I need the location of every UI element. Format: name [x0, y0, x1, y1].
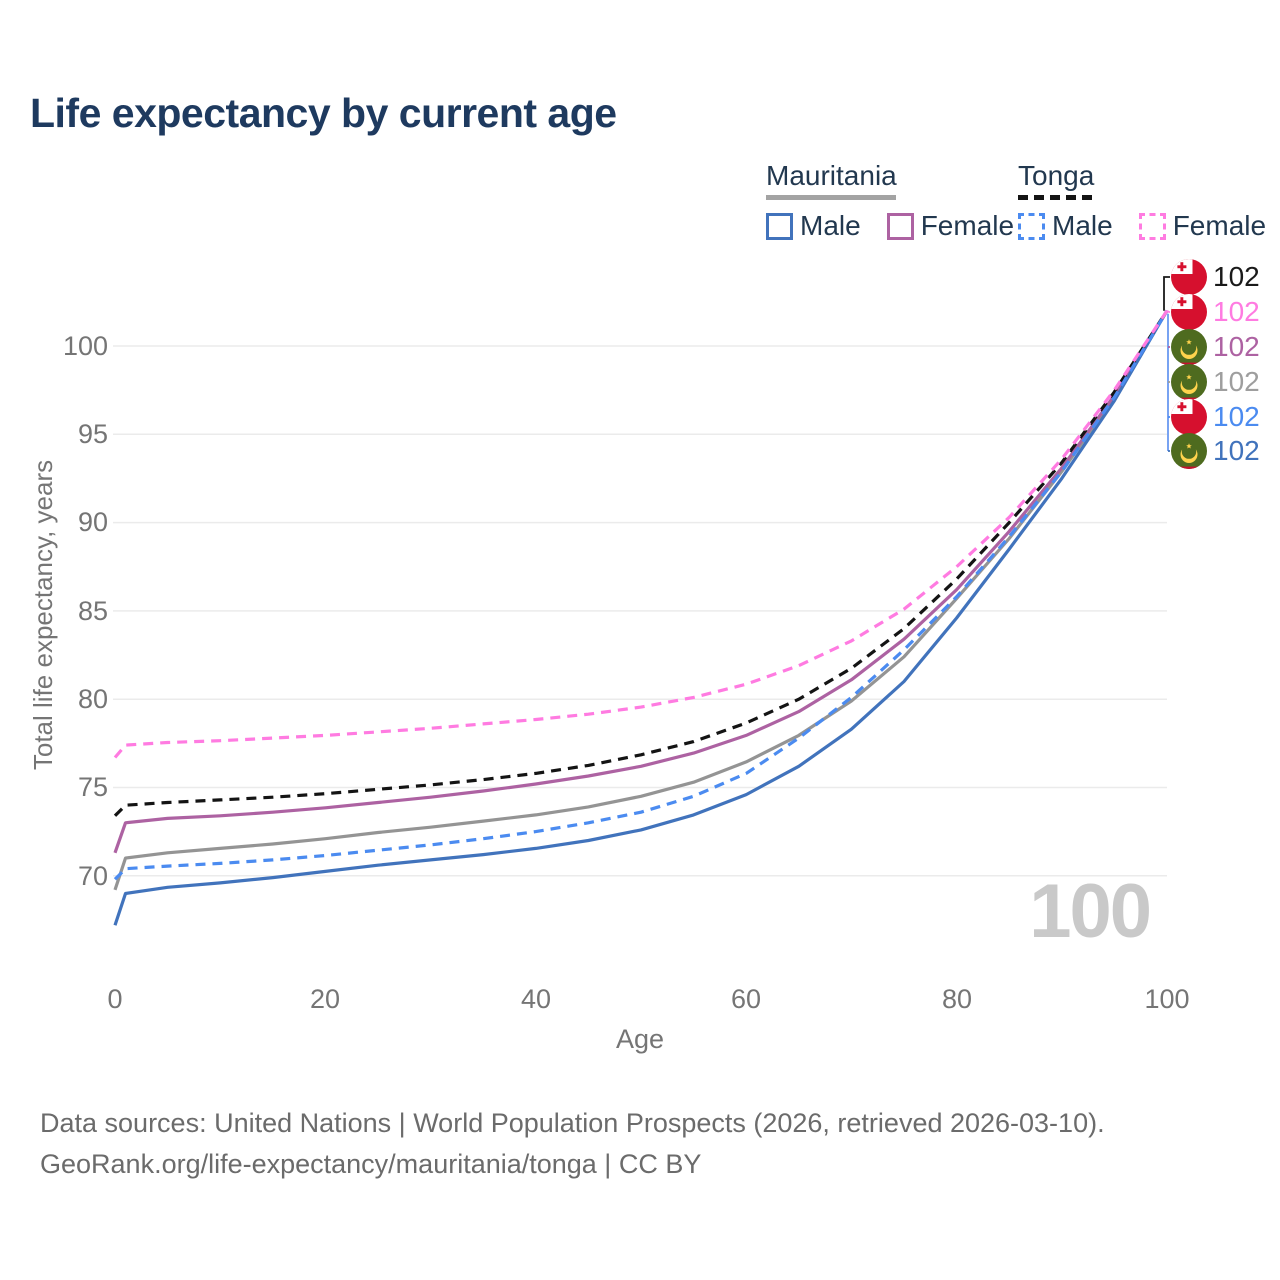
end-label-tonga-male: 102: [1171, 399, 1280, 435]
end-value: 102: [1213, 435, 1260, 466]
age-watermark: 100: [1029, 869, 1152, 954]
series-line-mauritania_female: [113, 309, 1169, 854]
mauritania-flag-icon: [1171, 364, 1207, 400]
end-label-tonga-female: 102: [1171, 294, 1280, 330]
series-line-tonga_male: [113, 309, 1169, 881]
end-value: 102: [1213, 401, 1260, 432]
y-tick-70: 70: [77, 861, 108, 891]
legend-country-mauritania: Mauritania: [766, 160, 897, 191]
tonga-male-swatch-icon: [1018, 212, 1045, 240]
y-tick-90: 90: [77, 507, 108, 537]
footer-data-sources: Data sources: United Nations | World Pop…: [40, 1108, 1105, 1138]
x-tick-40: 40: [520, 984, 552, 1014]
y-tick-85: 85: [77, 596, 108, 626]
end-label-tonga-total: 102: [1171, 259, 1280, 295]
series-line-mauritania_total: [113, 309, 1169, 891]
end-value: 102: [1213, 261, 1260, 292]
series-line-tonga_total: [113, 309, 1169, 817]
tonga-female-swatch-icon: [1138, 212, 1166, 240]
legend-label-mauritania-female: Female: [920, 210, 1015, 241]
footer-attribution: GeoRank.org/life-expectancy/mauritania/t…: [40, 1149, 702, 1179]
end-value: 102: [1213, 366, 1260, 397]
end-label-mauritania-male: 102: [1171, 433, 1280, 469]
mauritania-flag-icon: [1171, 433, 1207, 469]
y-tick-75: 75: [77, 772, 108, 802]
tonga-flag-icon: [1171, 259, 1207, 295]
legend-label-tonga-female: Female: [1172, 210, 1267, 241]
legend-underline-tonga-dashed: [1018, 195, 1092, 200]
legend-underline-mauritania-solid: [766, 195, 896, 200]
legend-item-tonga-female[interactable]: Female: [1138, 210, 1267, 242]
tonga-flag-icon: [1171, 399, 1207, 435]
end-value: 102: [1213, 331, 1260, 362]
legend-label-mauritania-male: Male: [800, 210, 861, 241]
series-line-mauritania_male: [113, 309, 1169, 926]
x-tick-60: 60: [730, 984, 762, 1014]
x-tick-0: 0: [107, 984, 123, 1014]
x-axis-title: Age: [615, 1024, 665, 1054]
end-label-mauritania-female: 102: [1171, 329, 1280, 365]
y-tick-100: 100: [62, 331, 108, 361]
legend-label-tonga-male: Male: [1052, 210, 1113, 241]
x-tick-20: 20: [309, 984, 341, 1014]
tonga-flag-icon: [1171, 294, 1207, 330]
legend-item-mauritania-female[interactable]: Female: [886, 210, 1015, 242]
legend-group-mauritania: Mauritania Male Female: [766, 160, 1040, 242]
legend-item-tonga-male[interactable]: Male: [1018, 210, 1113, 242]
page-title: Life expectancy by current age: [30, 90, 617, 136]
mauritania-male-swatch-icon: [766, 212, 793, 240]
y-tick-80: 80: [77, 684, 108, 714]
legend-item-mauritania-male[interactable]: Male: [766, 210, 861, 242]
end-label-mauritania-total: 102: [1171, 364, 1280, 400]
end-value: 102: [1213, 296, 1260, 327]
legend-country-tonga: Tonga: [1018, 160, 1095, 191]
x-tick-80: 80: [941, 984, 973, 1014]
mauritania-flag-icon: [1171, 329, 1207, 365]
mauritania-female-swatch-icon: [886, 212, 914, 240]
series-line-tonga_female: [113, 309, 1169, 759]
x-tick-100: 100: [1144, 984, 1190, 1014]
legend-group-tonga: Tonga Male Female: [1018, 160, 1280, 242]
y-tick-95: 95: [77, 419, 108, 449]
